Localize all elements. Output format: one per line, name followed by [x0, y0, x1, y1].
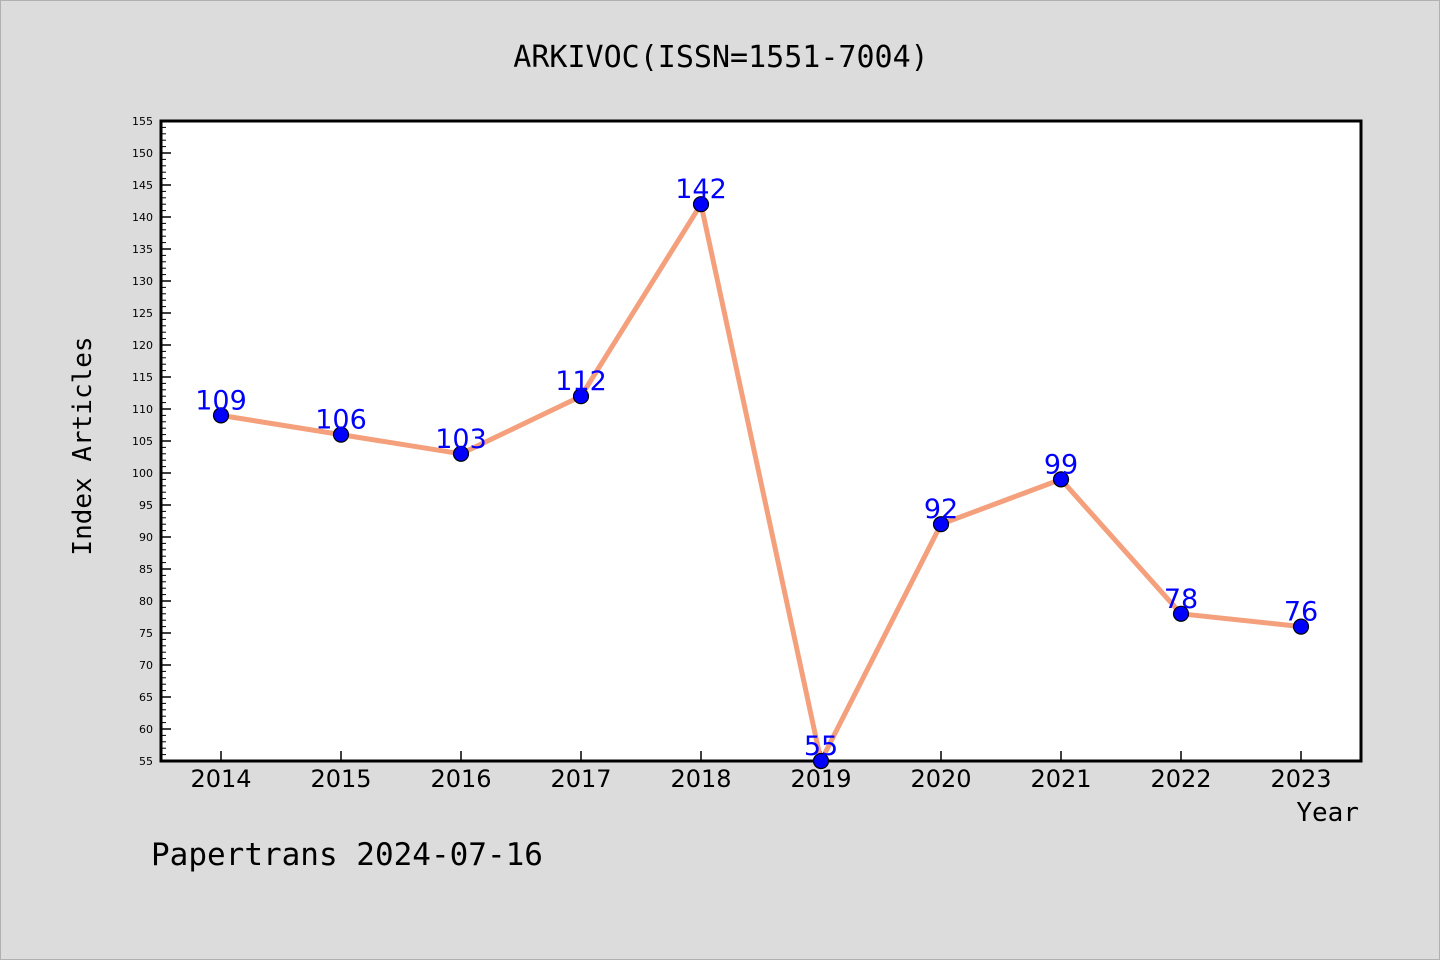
y-tick-label: 55 [139, 755, 153, 768]
y-tick-label: 90 [139, 531, 153, 544]
x-tick-label: 2017 [550, 765, 611, 793]
x-tick-label: 2019 [790, 765, 851, 793]
data-label: 112 [555, 366, 607, 397]
x-tick-label: 2022 [1150, 765, 1211, 793]
y-tick-label: 115 [132, 371, 153, 384]
y-tick-label: 105 [132, 435, 153, 448]
data-point [572, 388, 590, 405]
data-label: 106 [315, 405, 367, 436]
data-label: 76 [1284, 597, 1318, 628]
data-point [332, 426, 350, 443]
x-axis-label: Year [1296, 798, 1359, 828]
data-label: 109 [195, 385, 247, 416]
y-tick-label: 75 [139, 627, 153, 640]
data-point [212, 407, 230, 424]
y-axis-label: Index Articles [68, 336, 98, 555]
plot-frame [159, 119, 1363, 763]
x-tick-label: 2020 [910, 765, 971, 793]
data-label: 92 [924, 494, 958, 525]
x-tick-label: 2016 [430, 765, 491, 793]
data-label: 99 [1044, 449, 1078, 480]
y-tick-label: 135 [132, 243, 153, 256]
footer-note: Papertrans 2024-07-16 [151, 837, 543, 873]
y-tick-label: 145 [132, 179, 153, 192]
data-label: 103 [435, 424, 487, 455]
chart-title: ARKIVOC(ISSN=1551-7004) [513, 40, 928, 75]
y-tick-label: 100 [132, 467, 153, 480]
y-tick-label: 140 [132, 211, 153, 224]
y-tick-label: 155 [132, 115, 153, 128]
data-point [1052, 471, 1070, 488]
data-point [812, 752, 830, 770]
data-label: 55 [804, 731, 838, 762]
data-point [452, 445, 470, 462]
y-tick-label: 65 [139, 691, 153, 704]
y-tick-label: 80 [139, 595, 153, 608]
x-tick-label: 2021 [1030, 765, 1091, 793]
y-axis: 55 60 65 70 75 80 85 90 95 100 105 110 115 120 125 130 1… [132, 115, 171, 768]
y-tick-label: 70 [139, 659, 153, 672]
y-tick-label: 85 [139, 563, 153, 576]
data-label: 78 [1164, 584, 1198, 615]
y-tick-label: 150 [132, 147, 153, 160]
data-point [692, 196, 710, 213]
data-point [1292, 618, 1310, 635]
y-tick-label: 130 [132, 275, 153, 288]
y-tick-label: 95 [139, 499, 153, 512]
data-label: 142 [675, 174, 727, 205]
x-tick-label: 2014 [190, 765, 251, 793]
y-tick-label: 60 [139, 723, 153, 736]
series-polyline [220, 201, 1302, 764]
data-labels: 109 106 103 112 142 55 92 99 78 76 [195, 174, 1318, 762]
series-line [220, 201, 1302, 764]
x-axis: 2014 2015 2016 2017 2018 2019 2020 2021 2022 2023 [190, 751, 1332, 793]
x-tick-label: 2015 [310, 765, 371, 793]
x-tick-label: 2023 [1270, 765, 1331, 793]
data-point [1172, 605, 1190, 622]
y-tick-label: 120 [132, 339, 153, 352]
plot-area [161, 121, 1361, 761]
y-tick-label: 125 [132, 307, 153, 320]
data-markers [212, 196, 1310, 770]
y-tick-label: 110 [132, 403, 153, 416]
data-point [932, 516, 950, 533]
x-tick-label: 2018 [670, 765, 731, 793]
